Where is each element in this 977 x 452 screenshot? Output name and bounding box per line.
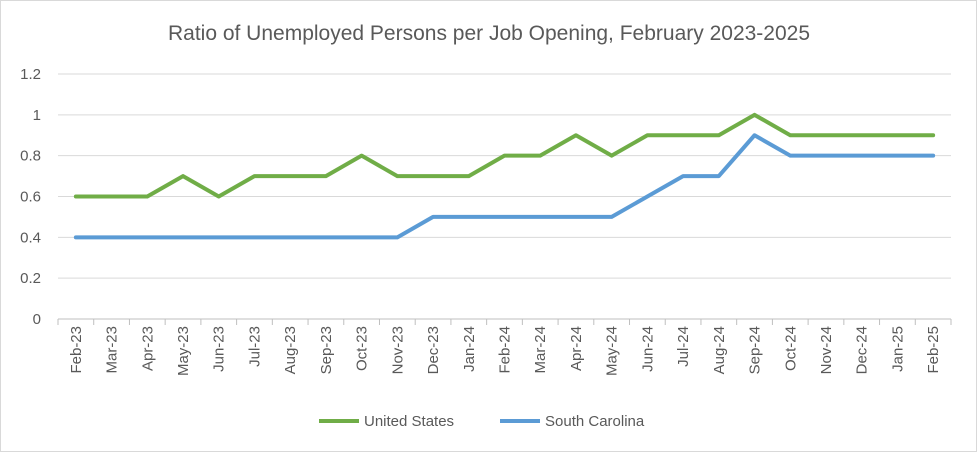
x-tick-label: Dec-23 [425,326,442,374]
x-tick-label: May-24 [604,326,621,376]
x-tick-label: Jun-23 [211,326,228,372]
x-tick-label: Aug-24 [711,326,728,374]
legend: United States South Carolina [319,413,645,430]
x-tick-label: Sep-23 [318,326,335,374]
gridlines [58,73,951,279]
series-line-united-states [73,112,936,199]
y-tick-label: 1.2 [20,66,41,83]
chart-title: Ratio of Unemployed Persons per Job Open… [168,22,810,45]
x-tick-label: Jan-25 [889,326,906,372]
y-tick-label: 0.4 [20,229,41,246]
x-tick-label: Jan-24 [461,326,478,372]
x-tick-label: Aug-23 [282,326,299,374]
x-tick-label: Apr-23 [139,326,156,371]
x-tick-label: May-23 [175,326,192,376]
x-tick-label: Feb-25 [925,326,942,374]
y-tick-label: 1 [33,107,41,124]
x-axis: Feb-23 Mar-23 Apr-23 May-23 Jun-23 Jul-23 Aug-… [57,318,952,376]
x-tick-label: Sep-24 [747,326,764,374]
x-tick-label: Apr-24 [568,326,585,371]
x-tick-label: Oct-24 [782,326,799,371]
y-tick-label: 0.2 [20,270,41,287]
x-tick-label: Mar-23 [104,326,121,374]
x-tick-label: Jul-23 [246,326,263,367]
x-tick-label: Nov-24 [818,326,835,374]
legend-label: United States [364,413,454,430]
y-tick-label: 0.8 [20,148,41,165]
y-tick-label: 0.6 [20,189,41,206]
x-tick-label: Nov-23 [389,326,406,374]
x-tick-label: Jul-24 [675,326,692,367]
x-tick-label: Feb-23 [68,326,85,374]
legend-label: South Carolina [545,413,645,430]
y-tick-label: 0 [33,311,41,328]
y-axis-ticks: 0 0.2 0.4 0.6 0.8 1 1.2 [20,66,41,328]
x-tick-label: Oct-23 [354,326,371,371]
x-tick-label: Mar-24 [532,326,549,374]
x-tick-label: Feb-24 [497,326,514,374]
x-tick-label: Dec-24 [854,326,871,374]
x-tick-label: Jun-24 [639,326,656,372]
series-lines [73,112,936,240]
series-line-south-carolina [73,133,936,240]
